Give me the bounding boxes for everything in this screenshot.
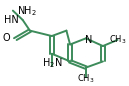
Text: CH$_3$: CH$_3$ [109, 34, 126, 46]
Text: H$_2$N: H$_2$N [42, 56, 62, 70]
Text: CH$_3$: CH$_3$ [77, 72, 95, 85]
Text: NH$_2$: NH$_2$ [17, 4, 36, 18]
Text: HN: HN [4, 15, 19, 25]
Text: N: N [85, 35, 92, 45]
Text: O: O [3, 33, 10, 43]
